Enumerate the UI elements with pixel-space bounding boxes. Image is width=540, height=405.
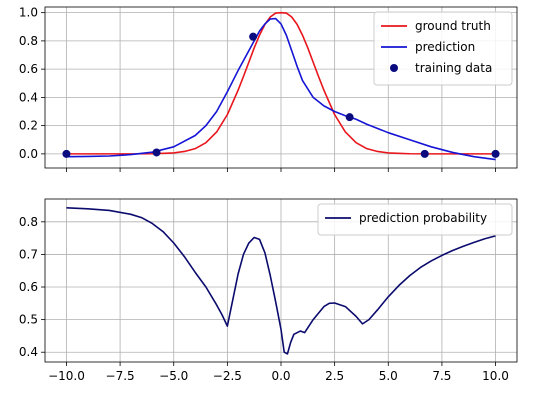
x-tick-label: 7.5 [432, 369, 451, 383]
training-data-point [491, 149, 500, 158]
legend-box [317, 203, 513, 236]
x-tick-label: 10.0 [482, 369, 509, 383]
bottom-panel: −10.0 −7.5 −5.0 −2.5 0.0 2.5 5.0 7.5 10.0 0.4 0.5 0… [19, 198, 518, 383]
y-tick-label: 0.2 [19, 119, 38, 133]
x-tick-label: 0.0 [271, 369, 290, 383]
y-tick-label: 0.5 [19, 313, 38, 327]
x-tick-label: −10.0 [48, 369, 85, 383]
ground-truth-line [66, 11, 496, 155]
x-tick-label: 5.0 [379, 369, 398, 383]
legend: ground truth prediction training data [373, 11, 513, 86]
plot-area [66, 11, 496, 161]
legend-label: ground truth [415, 19, 491, 33]
y-tick-label: 0.8 [19, 215, 38, 229]
x-tick-label: −5.0 [159, 369, 188, 383]
training-data-point [249, 32, 258, 41]
prediction-probability-line [66, 207, 496, 355]
y-tick-label: 1.0 [19, 6, 38, 20]
x-tick-label: −7.5 [106, 369, 135, 383]
training-data-point [62, 149, 71, 158]
y-tick-label: 0.6 [19, 62, 38, 76]
y-tick-label: 0.6 [19, 280, 38, 294]
legend-marker [390, 64, 398, 72]
y-tick-label: 0.0 [19, 147, 38, 161]
x-tick-label: −2.5 [213, 369, 242, 383]
legend-label: prediction probability [359, 211, 487, 225]
y-tick-label: 0.4 [19, 345, 38, 359]
prediction-line [66, 17, 496, 161]
y-tick-label: 0.4 [19, 90, 38, 104]
legend: prediction probability [317, 203, 513, 236]
x-tick-label: 2.5 [325, 369, 344, 383]
y-tick-label: 0.7 [19, 247, 38, 261]
y-tick-label: 0.8 [19, 34, 38, 48]
legend-box [373, 11, 513, 86]
legend-label: prediction [415, 40, 475, 54]
plot-area [66, 207, 496, 355]
training-data-point [345, 113, 354, 122]
legend-label: training data [415, 61, 492, 75]
training-data-point [420, 149, 429, 158]
top-panel: 0.0 0.2 0.4 0.6 0.8 1.0 ground truth prediction… [19, 6, 518, 172]
training-data-point [152, 148, 161, 157]
